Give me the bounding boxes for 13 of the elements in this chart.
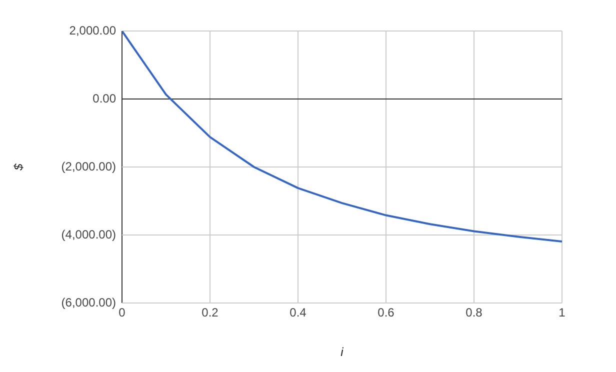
- y-tick-label: (4,000.00): [61, 227, 116, 242]
- y-axis-title: $: [12, 163, 26, 172]
- y-tick-label: (6,000.00): [61, 295, 116, 310]
- y-tick-label: 0.00: [92, 91, 116, 106]
- x-tick-label: 0.8: [466, 306, 483, 320]
- x-axis-title: i: [340, 345, 344, 360]
- y-tick-label: 2,000.00: [69, 23, 116, 38]
- x-tick-label: 0.6: [378, 306, 395, 320]
- y-tick-label: (2,000.00): [61, 159, 116, 174]
- x-tick-label: 0: [118, 306, 126, 320]
- x-tick-label: 1: [558, 306, 566, 320]
- x-tick-label: 0.4: [290, 306, 307, 320]
- x-tick-label: 0.2: [202, 306, 219, 320]
